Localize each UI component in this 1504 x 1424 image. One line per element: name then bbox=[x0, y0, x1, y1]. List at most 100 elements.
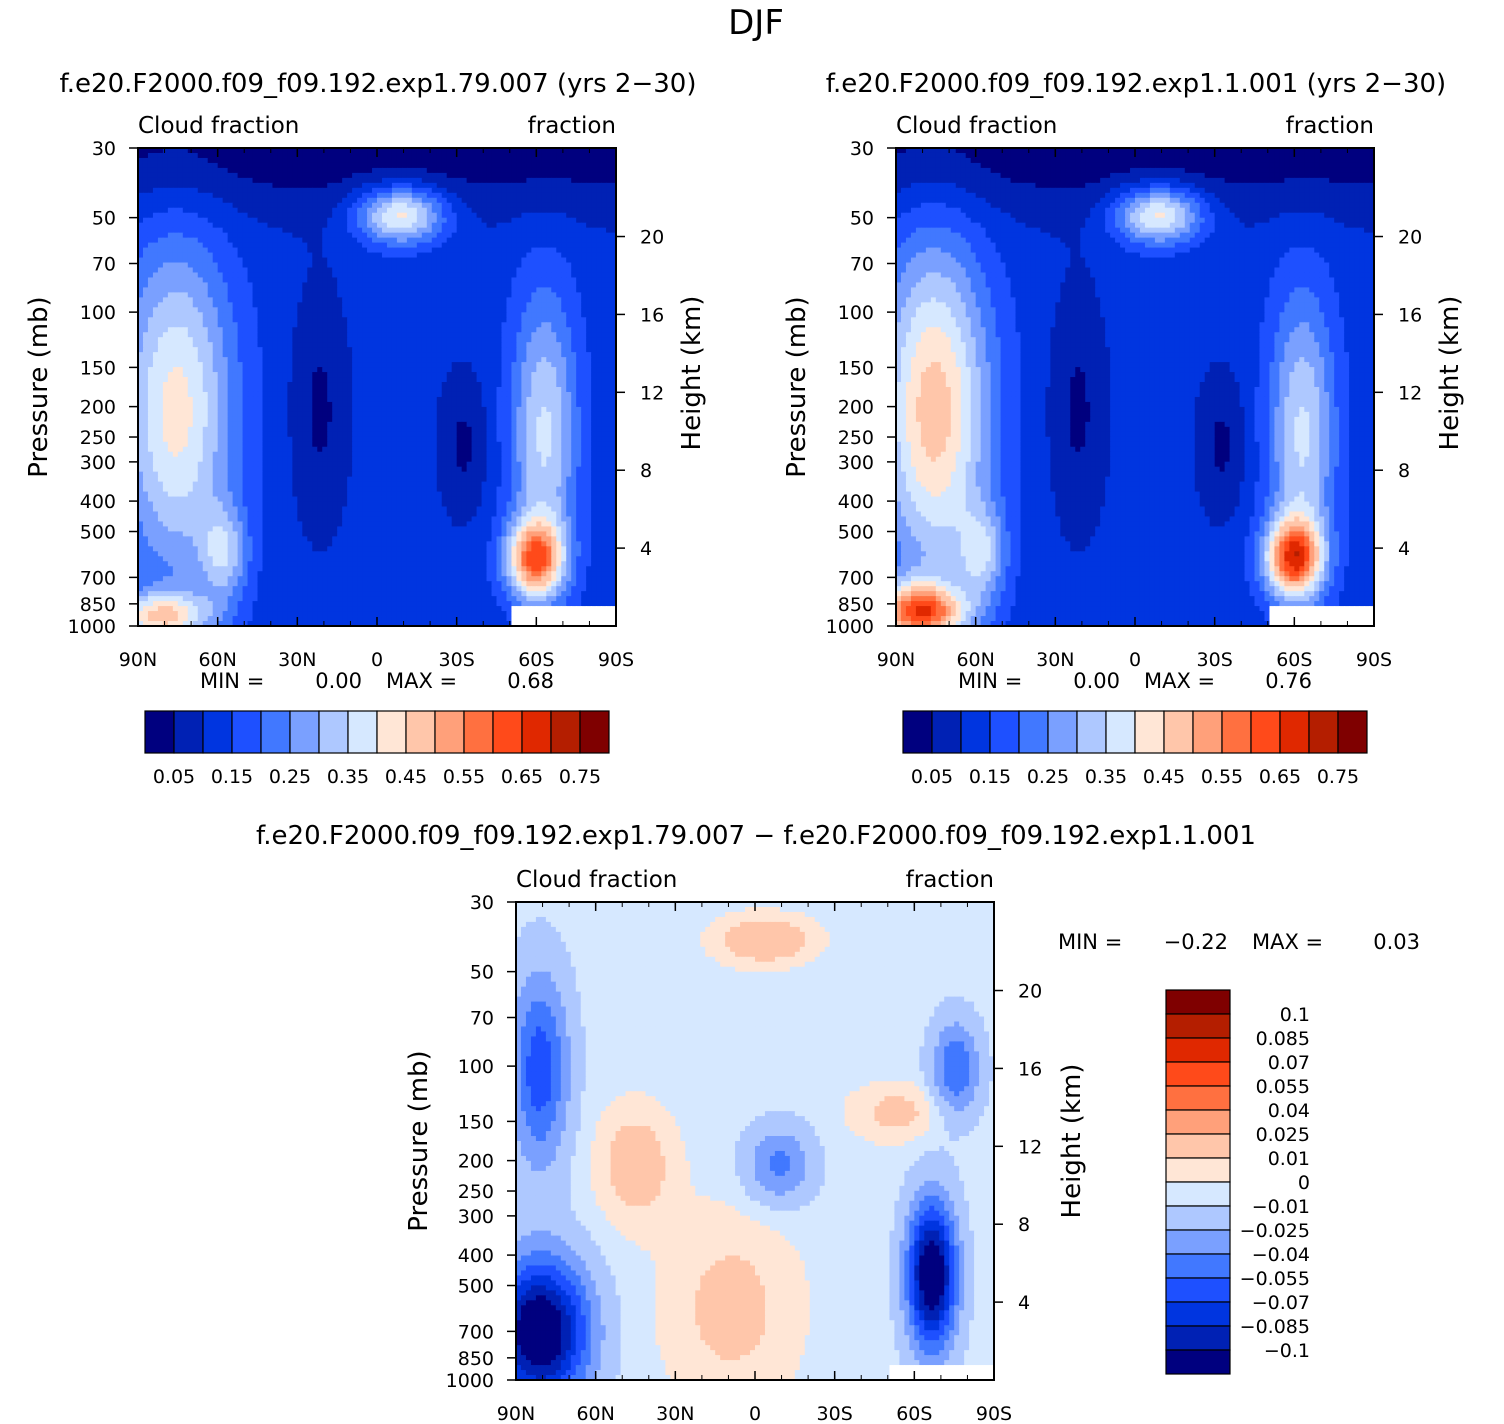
contour-cell bbox=[242, 312, 249, 318]
contour-cell bbox=[541, 377, 547, 383]
contour-cell bbox=[152, 372, 159, 378]
contour-cell bbox=[521, 396, 527, 403]
contour-cell bbox=[441, 262, 448, 269]
contour-cell bbox=[322, 282, 328, 289]
contour-cell bbox=[287, 157, 293, 164]
contour-cell bbox=[292, 332, 298, 338]
contour-cell bbox=[546, 152, 552, 159]
contour-cell bbox=[302, 337, 308, 343]
contour-cell bbox=[436, 148, 443, 154]
contour-cell bbox=[561, 327, 567, 333]
contour-cell bbox=[317, 187, 323, 194]
contour-cell bbox=[232, 292, 239, 298]
contour-cell bbox=[227, 367, 234, 373]
contour-cell bbox=[536, 282, 542, 289]
contour-cell bbox=[501, 152, 508, 159]
contour-cell bbox=[431, 391, 438, 398]
contour-cell bbox=[536, 352, 542, 358]
contour-cell bbox=[277, 367, 283, 373]
contour-cell bbox=[496, 277, 503, 284]
contour-cell bbox=[157, 362, 164, 368]
contour-cell bbox=[411, 362, 418, 368]
contour-cell bbox=[227, 222, 234, 229]
contour-cell bbox=[426, 277, 433, 284]
contour-cell bbox=[516, 362, 522, 368]
contour-cell bbox=[237, 396, 244, 403]
contour-cell bbox=[411, 222, 418, 229]
contour-cell bbox=[496, 152, 503, 159]
contour-cell bbox=[526, 322, 532, 328]
contour-cell bbox=[247, 222, 254, 229]
contour-cell bbox=[207, 187, 214, 194]
contour-cell bbox=[601, 337, 607, 343]
contour-cell bbox=[406, 222, 413, 229]
contour-cell bbox=[601, 177, 607, 184]
contour-cell bbox=[581, 312, 587, 318]
contour-cell bbox=[162, 302, 169, 308]
contour-cell bbox=[506, 272, 513, 279]
contour-cell bbox=[292, 167, 298, 174]
contour-cell bbox=[182, 182, 189, 189]
contour-cell bbox=[207, 167, 214, 174]
contour-cell bbox=[606, 297, 612, 303]
contour-cell bbox=[292, 187, 298, 194]
contour-cell bbox=[556, 212, 562, 219]
contour-cell bbox=[546, 187, 552, 194]
contour-cell bbox=[566, 332, 572, 338]
contour-cell bbox=[511, 401, 518, 408]
contour-cell bbox=[167, 297, 174, 303]
contour-cell bbox=[272, 202, 279, 209]
contour-cell bbox=[396, 337, 403, 343]
contour-cell bbox=[157, 387, 164, 393]
contour-cell bbox=[362, 222, 368, 229]
contour-cell bbox=[591, 217, 597, 224]
contour-cell bbox=[362, 242, 368, 249]
contour-cell bbox=[347, 192, 353, 199]
contour-cell bbox=[456, 382, 463, 388]
contour-cell bbox=[242, 357, 249, 363]
contour-cell bbox=[352, 317, 358, 323]
contour-cell bbox=[531, 287, 537, 293]
contour-cell bbox=[312, 207, 318, 214]
contour-cell bbox=[441, 307, 448, 313]
contour-cell bbox=[426, 317, 433, 323]
contour-cell bbox=[611, 322, 616, 328]
contour-cell bbox=[237, 297, 244, 303]
contour-cell bbox=[372, 292, 378, 298]
contour-cell bbox=[411, 182, 418, 189]
contour-cell bbox=[586, 202, 592, 209]
contour-cell bbox=[322, 207, 328, 214]
contour-cell bbox=[237, 212, 244, 219]
contour-cell bbox=[202, 337, 209, 343]
contour-cell bbox=[606, 372, 612, 378]
contour-cell bbox=[511, 282, 518, 289]
contour-cell bbox=[292, 267, 298, 274]
contour-cell bbox=[267, 227, 274, 234]
contour-cell bbox=[416, 257, 423, 264]
contour-cell bbox=[347, 302, 353, 308]
contour-cell bbox=[177, 157, 184, 164]
contour-cell bbox=[401, 157, 408, 164]
contour-cell bbox=[421, 232, 428, 239]
contour-cell bbox=[287, 307, 293, 313]
contour-cell bbox=[546, 287, 552, 293]
contour-cell bbox=[576, 237, 582, 244]
contour-cell bbox=[526, 362, 532, 368]
contour-cell bbox=[257, 396, 264, 403]
contour-cell bbox=[441, 167, 448, 174]
contour-cell bbox=[601, 297, 607, 303]
contour-cell bbox=[481, 396, 488, 403]
contour-cell bbox=[556, 292, 562, 298]
contour-cell bbox=[576, 362, 582, 368]
contour-cell bbox=[456, 227, 463, 234]
contour-cell bbox=[138, 406, 144, 413]
contour-cell bbox=[576, 227, 582, 234]
contour-cell bbox=[446, 347, 453, 353]
contour-cell bbox=[317, 222, 323, 229]
contour-cell bbox=[411, 152, 418, 159]
contour-cell bbox=[192, 391, 199, 398]
contour-cell bbox=[357, 322, 363, 328]
contour-cell bbox=[611, 197, 616, 204]
contour-cell bbox=[541, 352, 547, 358]
contour-cell bbox=[232, 312, 239, 318]
